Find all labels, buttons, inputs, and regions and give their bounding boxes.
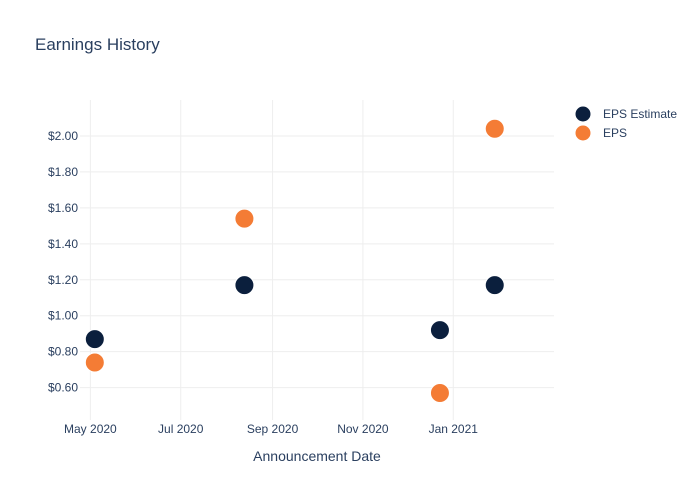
legend-item-eps-estimate[interactable]: EPS Estimate (574, 105, 677, 123)
y-axis-ticks: $0.60 $0.80 $1.00 $1.20 $1.40 $1.60 $1.80 $2.00 (48, 129, 78, 395)
eps-point[interactable] (429, 383, 450, 404)
eps-point[interactable] (84, 352, 105, 373)
x-tick-label: Jul 2020 (158, 422, 204, 436)
y-tick-label: $1.40 (48, 237, 78, 251)
y-tick-label: $0.80 (48, 345, 78, 359)
eps-point[interactable] (234, 208, 255, 229)
plot-points (84, 118, 505, 404)
x-tick-label: Sep 2020 (247, 422, 299, 436)
legend-item-eps[interactable]: EPS (574, 124, 627, 142)
eps-estimate-point[interactable] (84, 329, 105, 350)
eps-estimate-point[interactable] (484, 275, 505, 296)
x-tick-label: Jan 2021 (429, 422, 479, 436)
legend-label: EPS Estimate (603, 107, 677, 121)
x-axis-title: Announcement Date (253, 448, 381, 464)
x-tick-label: May 2020 (64, 422, 117, 436)
eps-point[interactable] (484, 118, 505, 139)
x-axis-ticks: May 2020 Jul 2020 Sep 2020 Nov 2020 Jan 2021 (64, 422, 478, 436)
legend-marker (574, 105, 592, 123)
y-tick-label: $0.60 (48, 381, 78, 395)
legend-marker (574, 124, 592, 142)
y-tick-label: $1.00 (48, 309, 78, 323)
eps-estimate-point[interactable] (234, 275, 255, 296)
y-tick-label: $1.60 (48, 201, 78, 215)
legend-label: EPS (603, 126, 627, 140)
series-eps-estimate (84, 275, 505, 350)
series-eps (84, 118, 505, 404)
eps-estimate-point[interactable] (429, 320, 450, 341)
y-tick-label: $2.00 (48, 129, 78, 143)
y-tick-label: $1.20 (48, 273, 78, 287)
x-tick-label: Nov 2020 (337, 422, 389, 436)
chart-title: Earnings History (35, 35, 160, 54)
grid (80, 100, 554, 420)
y-tick-label: $1.80 (48, 165, 78, 179)
legend[interactable]: EPS Estimate EPS (574, 105, 677, 142)
